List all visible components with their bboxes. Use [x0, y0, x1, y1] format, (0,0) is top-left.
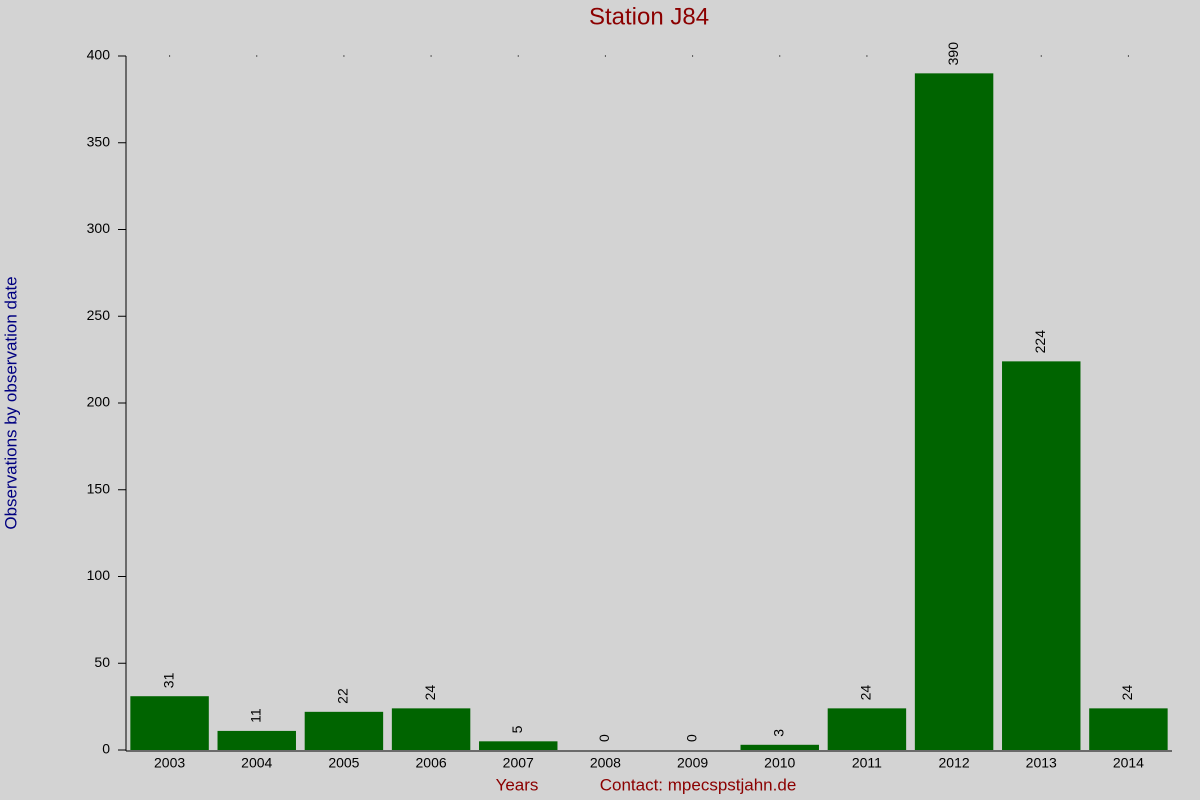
y-tick-label: 300 [87, 220, 111, 236]
top-tick [953, 55, 955, 57]
x-tick-label: 2011 [852, 755, 882, 771]
top-tick [517, 55, 519, 57]
bar [740, 744, 819, 750]
contact: Contact: mpecspstjahn.de [600, 775, 797, 794]
x-tick-label: 2010 [764, 755, 795, 771]
top-tick [866, 55, 868, 57]
bar [391, 708, 471, 750]
data-label: 390 [945, 42, 961, 66]
data-label: 31 [160, 672, 176, 688]
top-tick [1127, 55, 1130, 57]
data-label: 0 [683, 734, 699, 742]
top-tick [343, 55, 345, 57]
x-tick-label: 2005 [328, 755, 359, 771]
top-tick [256, 55, 258, 57]
x-tick-label: 2012 [939, 755, 970, 771]
bar [827, 708, 907, 750]
top-tick [430, 55, 432, 57]
top-tick [1040, 55, 1042, 57]
data-label: 5 [509, 725, 525, 733]
data-label: 24 [1119, 685, 1135, 701]
y-tick-label: 350 [87, 133, 111, 149]
x-tick-label: 2006 [416, 755, 447, 771]
bar [914, 73, 994, 751]
bar [217, 730, 296, 750]
x-tick-label: 2003 [154, 755, 185, 771]
top-tick [779, 55, 781, 57]
y-tick-label: 100 [87, 567, 111, 583]
x-tick-label: 2007 [503, 755, 534, 771]
data-label: 224 [1032, 330, 1048, 354]
y-tick-label: 200 [87, 394, 111, 410]
bar [1089, 708, 1168, 750]
top-tick [168, 55, 171, 57]
y-axis-label: Observations by observation date [1, 276, 20, 529]
x-tick-label: 2008 [590, 755, 621, 771]
x-tick-label: 2014 [1113, 755, 1144, 771]
y-tick-label: 50 [94, 654, 110, 670]
data-label: 3 [770, 729, 786, 737]
data-label: 22 [335, 688, 351, 704]
data-label: 0 [596, 734, 612, 742]
bar [1002, 361, 1081, 750]
y-tick-label: 0 [102, 741, 110, 757]
bar [130, 696, 209, 750]
data-label: 11 [247, 708, 263, 723]
x-tick-label: 2009 [677, 755, 708, 771]
x-tick-label: 2004 [241, 755, 272, 771]
y-tick-label: 250 [87, 307, 111, 323]
top-tick [691, 55, 694, 57]
data-label: 24 [422, 685, 438, 701]
data-label: 24 [858, 685, 874, 701]
bar [304, 711, 384, 750]
x-axis-label: Years [496, 775, 539, 794]
chart-title: Station J84 [589, 3, 709, 30]
y-tick-label: 400 [87, 47, 111, 63]
top-tick [604, 55, 607, 57]
x-tick-label: 2013 [1026, 755, 1057, 771]
y-tick-label: 150 [87, 480, 111, 496]
bar [479, 741, 558, 750]
